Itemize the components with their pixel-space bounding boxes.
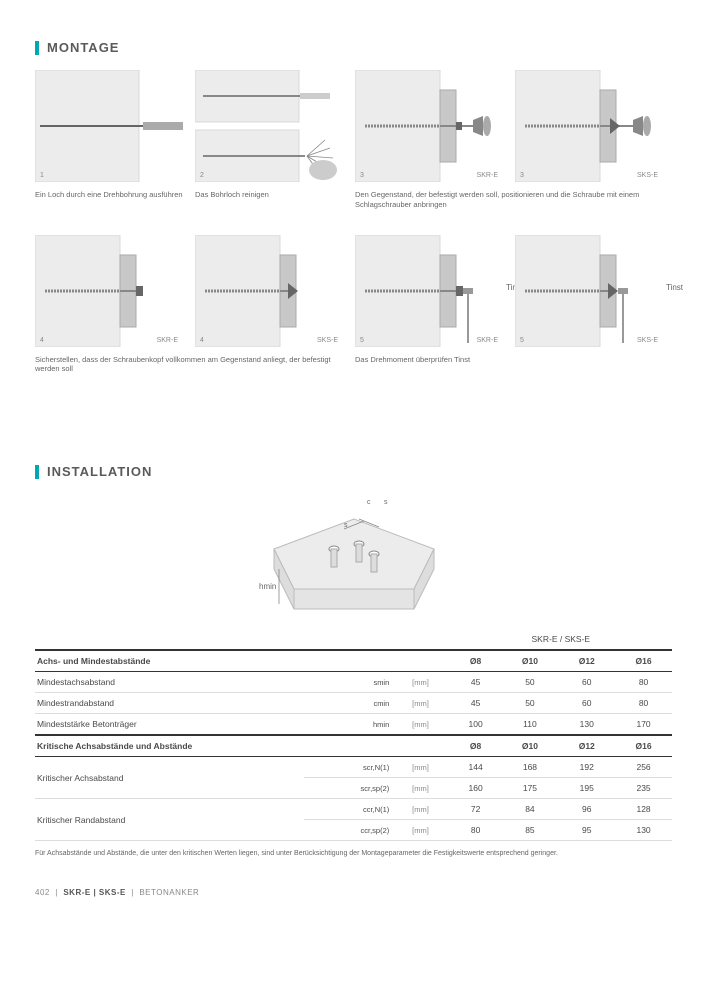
installation-heading: INSTALLATION: [35, 464, 672, 479]
step-number: 1: [40, 172, 44, 179]
step-number: 5: [520, 337, 524, 344]
caption-5: Das Drehmoment überprüfen Tinst: [355, 355, 663, 375]
data-table: SKR-E / SKS-E Achs- und Mindestabstände …: [35, 629, 672, 841]
diagram-step-4a: 4 SKR-E: [35, 235, 183, 347]
diagram-step-2: 2: [195, 70, 343, 182]
product-header-row: SKR-E / SKS-E: [35, 629, 672, 650]
step-number: 3: [360, 172, 364, 179]
page-number: 402: [35, 888, 50, 897]
diagram-step-3b: 3 SKS-E: [515, 70, 663, 182]
data-row: Kritischer Randabstand ccr,N(1) [mm] 72 …: [35, 799, 672, 820]
accent-bar: [35, 41, 39, 55]
installation-title: INSTALLATION: [47, 464, 152, 479]
data-row: Kritischer Achsabstand scr,N(1) [mm] 144…: [35, 757, 672, 778]
step-label: SKS-E: [637, 172, 658, 179]
montage-title: MONTAGE: [47, 40, 119, 55]
data-row: Mindestrandabstand cmin [mm] 45 50 60 80: [35, 693, 672, 714]
section-header-2: Kritische Achsabstände und Abstände Ø8 Ø…: [35, 735, 672, 757]
diagram-step-1: 1: [35, 70, 183, 182]
section-header-1: Achs- und Mindestabstände Ø8 Ø10 Ø12 Ø16: [35, 650, 672, 672]
diagram-row-2: 4 SKR-E 4 SKS-E 5 SKR-E Tinst: [35, 235, 672, 347]
svg-text:s: s: [384, 499, 388, 506]
step-number: 2: [200, 172, 204, 179]
data-row: Mindestachsabstand smin [mm] 45 50 60 80: [35, 672, 672, 693]
step-label: SKR-E: [157, 337, 178, 344]
footer-product: SKR-E | SKS-E: [63, 888, 126, 897]
step-number: 4: [200, 337, 204, 344]
caption-row-1: Ein Loch durch eine Drehbohrung ausführe…: [35, 190, 672, 210]
tinst-label: Tinst: [666, 283, 683, 292]
caption-2: Das Bohrloch reinigen: [195, 190, 343, 210]
accent-bar: [35, 465, 39, 479]
table-footnote: Für Achsabstände und Abstände, die unter…: [35, 849, 672, 858]
installation-diagram: c s s hmin: [35, 494, 672, 614]
step-number: 4: [40, 337, 44, 344]
step-label: SKS-E: [317, 337, 338, 344]
step-label: SKR-E: [477, 172, 498, 179]
step-number: 5: [360, 337, 364, 344]
diagram-step-5a: 5 SKR-E Tinst: [355, 235, 503, 347]
footer-category: BETONANKER: [139, 888, 199, 897]
caption-1: Ein Loch durch eine Drehbohrung ausführe…: [35, 190, 183, 210]
diagram-step-3a: 3 SKR-E: [355, 70, 503, 182]
caption-row-2: Sicherstellen, dass der Schraubenkopf vo…: [35, 355, 672, 375]
step-label: SKS-E: [637, 337, 658, 344]
svg-text:hmin: hmin: [259, 582, 276, 591]
diagram-step-5b: 5 SKS-E Tinst: [515, 235, 663, 347]
step-label: SKR-E: [477, 337, 498, 344]
caption-3: Den Gegenstand, der befestigt werden sol…: [355, 190, 663, 210]
diagram-row-1: 1 2 3 SKR-E: [35, 70, 672, 182]
svg-text:s: s: [344, 522, 348, 529]
data-row: Mindeststärke Betonträger hmin [mm] 100 …: [35, 714, 672, 736]
step-number: 3: [520, 172, 524, 179]
caption-4: Sicherstellen, dass der Schraubenkopf vo…: [35, 355, 343, 375]
page-footer: 402 | SKR-E | SKS-E | BETONANKER: [35, 888, 672, 897]
montage-heading: MONTAGE: [35, 40, 672, 55]
svg-text:c: c: [367, 499, 371, 506]
product-header: SKR-E / SKS-E: [450, 629, 672, 650]
diagram-step-4b: 4 SKS-E: [195, 235, 343, 347]
